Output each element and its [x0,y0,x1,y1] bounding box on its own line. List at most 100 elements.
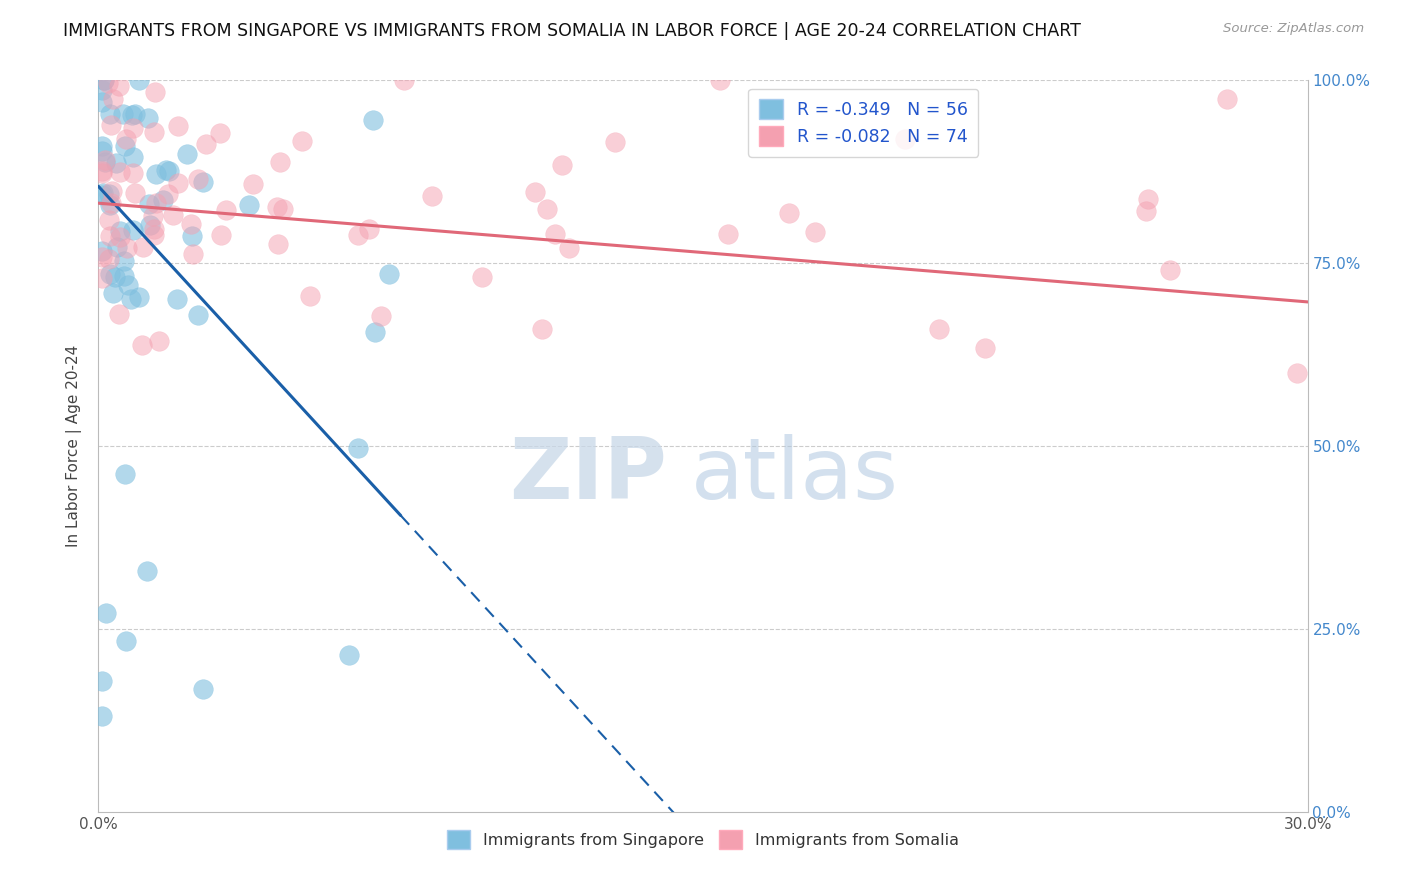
Point [392,73,415,87]
Point [928,321,950,335]
Point [1137,193,1160,207]
Point [91,708,114,723]
Point [242,177,264,191]
Point [97,213,120,227]
Point [181,228,204,243]
Point [167,176,190,190]
Point [138,197,160,211]
Point [121,166,143,180]
Point [91,673,114,688]
Point [536,202,558,216]
Point [120,292,142,306]
Point [208,126,231,140]
Point [974,341,997,355]
Point [471,269,494,284]
Point [544,227,567,241]
Point [157,186,180,201]
Point [93,153,115,167]
Point [122,223,145,237]
Point [91,166,114,180]
Point [100,118,122,132]
Point [115,241,138,255]
Point [112,254,135,268]
Point [157,164,180,178]
Point [97,252,120,267]
Point [893,131,915,145]
Point [110,165,132,179]
Point [91,188,114,202]
Point [110,230,132,244]
Legend: Immigrants from Singapore, Immigrants from Somalia: Immigrants from Singapore, Immigrants fr… [441,823,965,855]
Point [550,158,572,172]
Point [124,186,146,200]
Point [145,196,167,211]
Point [108,224,131,238]
Point [167,120,190,134]
Point [195,136,218,151]
Point [180,217,202,231]
Point [139,218,162,232]
Point [96,76,118,90]
Point [136,564,159,578]
Point [266,200,288,214]
Point [299,289,322,303]
Point [191,175,214,189]
Point [101,184,124,198]
Point [166,292,188,306]
Point [98,267,121,281]
Point [93,73,115,87]
Point [187,171,209,186]
Point [1135,204,1157,219]
Point [337,648,360,662]
Point [1216,91,1239,105]
Point [176,147,198,161]
Point [93,73,115,87]
Point [271,202,294,217]
Point [717,227,740,241]
Point [603,135,626,149]
Point [98,228,121,243]
Text: IMMIGRANTS FROM SINGAPORE VS IMMIGRANTS FROM SOMALIA IN LABOR FORCE | AGE 20-24 : IMMIGRANTS FROM SINGAPORE VS IMMIGRANTS … [63,22,1081,40]
Point [709,73,731,87]
Point [193,682,215,697]
Point [778,206,800,220]
Point [93,186,115,201]
Point [101,92,124,106]
Point [364,325,387,339]
Text: atlas: atlas [690,434,898,516]
Point [162,208,184,222]
Point [98,107,121,121]
Point [524,185,547,199]
Point [112,269,135,284]
Point [145,167,167,181]
Point [804,225,827,239]
Point [128,73,150,87]
Point [142,125,165,139]
Point [143,85,166,99]
Point [267,236,290,251]
Point [91,83,114,97]
Point [142,210,165,224]
Point [155,163,177,178]
Point [128,290,150,304]
Point [91,139,114,153]
Point [148,334,170,348]
Y-axis label: In Labor Force | Age 20-24: In Labor Force | Age 20-24 [66,345,83,547]
Point [107,240,129,254]
Point [131,338,153,352]
Point [361,112,384,127]
Point [94,606,117,620]
Point [347,228,370,243]
Point [187,308,209,322]
Point [121,151,143,165]
Point [124,107,146,121]
Point [214,202,236,217]
Point [1285,366,1308,380]
Point [132,240,155,254]
Point [122,121,145,136]
Point [422,189,444,203]
Point [91,271,114,285]
Point [91,144,114,158]
Point [370,310,392,324]
Point [1159,262,1181,277]
